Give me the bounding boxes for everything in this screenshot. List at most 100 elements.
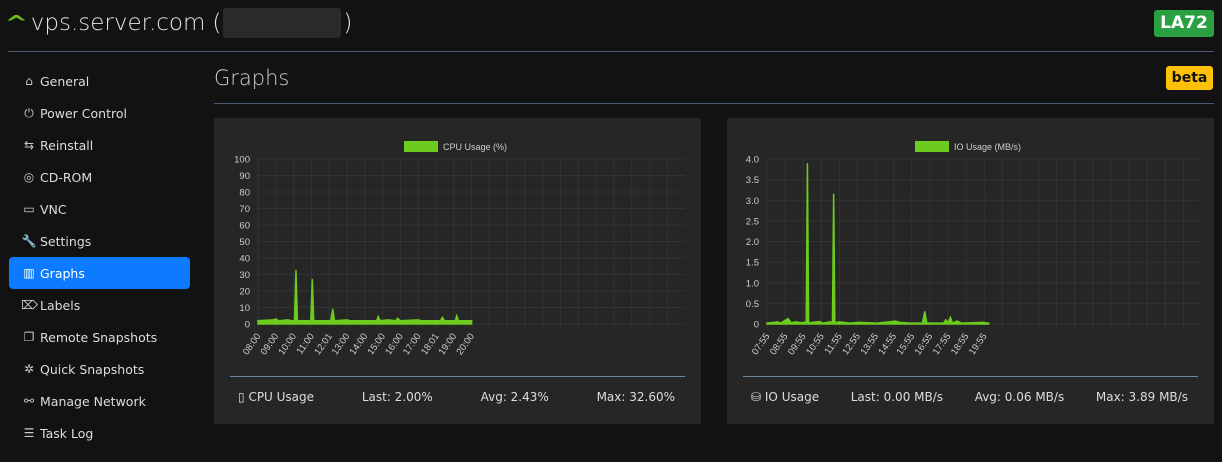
x-tick-label: 18:01 (419, 331, 442, 357)
io-max: Max: 3.89 MB/s (1095, 390, 1188, 404)
sidebar-item-label: Graphs (40, 265, 85, 281)
sidebar-item-label: Manage Network (40, 393, 146, 409)
data-point (310, 320, 312, 322)
copy-icon: ❐ (23, 330, 35, 344)
x-tick-label: 16:55 (913, 331, 936, 357)
data-point (951, 322, 954, 324)
sidebar-item-label: Settings (40, 233, 92, 249)
sidebar-item-reinstall[interactable]: ⇆ Reinstall (9, 129, 190, 161)
sidebar-item-power-control[interactable]: ⏻ Power Control (9, 97, 190, 129)
data-point (894, 320, 896, 322)
chart-svg: IO Usage (MB/s) 0 0.5 1.0 1.5 2.0 2.5 3.0 3.5 4.0… (746, 141, 1199, 357)
hdd-icon: ⛁ (751, 390, 762, 404)
x-tick-label: 14:00 (348, 331, 371, 357)
data-point (396, 317, 399, 319)
y-tick-label: 70 (239, 204, 250, 215)
x-tick-label: 08:00 (241, 331, 264, 357)
sidebar-item-task-log[interactable]: ☰ Task Log (9, 417, 190, 449)
data-point (858, 321, 860, 323)
list-icon: ☰ (23, 426, 35, 440)
data-point (988, 322, 990, 324)
panel-divider (230, 376, 685, 377)
repeat-icon: ⇆ (23, 138, 35, 152)
sidebar-item-general[interactable]: ⌂ General (9, 65, 190, 97)
y-tick-label: 50 (239, 237, 250, 248)
chevron-up-icon[interactable]: ^ (4, 11, 29, 35)
wrench-icon: 🔧 (21, 234, 37, 248)
data-point (924, 311, 926, 313)
sidebar-item-label: VNC (40, 201, 67, 217)
data-point (332, 308, 334, 310)
data-point (287, 319, 289, 321)
data-point (833, 193, 835, 195)
cpu-graph-panel: ▯ CPU Usage Last: 2.00% Avg: 2.43% Max: … (214, 118, 701, 424)
data-point (909, 322, 911, 324)
data-point (822, 322, 824, 324)
data-point (454, 320, 456, 322)
data-point (831, 321, 834, 323)
data-point (349, 320, 351, 322)
x-tick-label: 15:00 (365, 331, 388, 357)
sidebar-item-graphs[interactable]: ▥ Graphs (9, 257, 190, 289)
sidebar-item-settings[interactable]: 🔧 Settings (9, 225, 190, 257)
io-avg: Avg: 0.06 MB/s (974, 390, 1065, 404)
y-tick-label: 40 (239, 254, 250, 265)
data-point (945, 319, 947, 321)
data-point (443, 320, 445, 322)
sidebar-item-cd-rom[interactable]: ◎ CD-ROM (9, 161, 190, 193)
data-point (805, 321, 807, 323)
x-tick-label: 15:55 (895, 331, 918, 357)
data-point (834, 322, 836, 324)
y-tick-label: 0.5 (746, 299, 759, 310)
y-tick-label: 60 (239, 221, 250, 232)
chart-svg: CPU Usage (%) 0 10 20 30 40 50 60 70 80 90 100 08:00… (234, 141, 685, 357)
data-point (779, 322, 782, 324)
sidebar-item-label: Reinstall (40, 137, 94, 153)
header-divider (8, 51, 1214, 52)
sidebar-item-vnc[interactable]: ▭ VNC (9, 193, 190, 225)
x-tick-label: 19:55 (967, 331, 990, 357)
data-point (776, 321, 779, 323)
x-tick-label: 20:00 (454, 331, 477, 357)
data-point (293, 320, 296, 322)
cpu-last: Last: 2.00% (361, 390, 433, 404)
data-point (439, 320, 442, 322)
legend-swatch (404, 141, 438, 152)
y-tick-label: 20 (239, 287, 250, 298)
data-point (947, 322, 949, 324)
x-tick-label: 12:55 (840, 331, 863, 357)
sidebar-item-quick-snapshots[interactable]: ✲ Quick Snapshots (9, 353, 190, 385)
data-point (921, 322, 923, 324)
y-tick-label: 90 (239, 171, 250, 182)
data-point (387, 319, 390, 321)
sidebar: ⌂ General ⏻ Power Control ⇆ Reinstall ◎ CD-ROM ▭… (9, 65, 190, 449)
data-point (899, 321, 901, 323)
x-tick-label: 17:55 (931, 331, 954, 357)
data-point (417, 319, 419, 321)
data-point (795, 321, 797, 323)
data-point (441, 316, 444, 318)
sidebar-item-label: Remote Snapshots (40, 329, 158, 345)
data-point (311, 278, 313, 281)
data-point (471, 320, 473, 322)
sidebar-item-label: CD-ROM (40, 169, 93, 185)
paren-close: ) (343, 10, 353, 36)
sidebar-item-label: Quick Snapshots (40, 361, 145, 377)
data-point (876, 322, 878, 324)
data-point (949, 316, 952, 318)
sidebar-item-label: General (40, 73, 90, 89)
y-tick-label: 3.5 (746, 175, 759, 186)
sidebar-item-label: Task Log (40, 425, 94, 441)
x-tick-label: 09:55 (786, 331, 809, 357)
y-tick-label: 100 (234, 155, 250, 166)
x-tick-label: 13:55 (858, 331, 881, 357)
sidebar-item-labels[interactable]: ⌦ Labels (9, 289, 190, 321)
sidebar-item-manage-network[interactable]: ⚯ Manage Network (9, 385, 190, 417)
data-point (291, 320, 293, 322)
sidebar-item-remote-snapshots[interactable]: ❐ Remote Snapshots (9, 321, 190, 353)
legend-swatch (915, 141, 949, 152)
data-point (787, 318, 789, 320)
cpu-icon: ▯ (238, 390, 245, 404)
data-point (956, 320, 958, 322)
data-point (942, 322, 945, 324)
